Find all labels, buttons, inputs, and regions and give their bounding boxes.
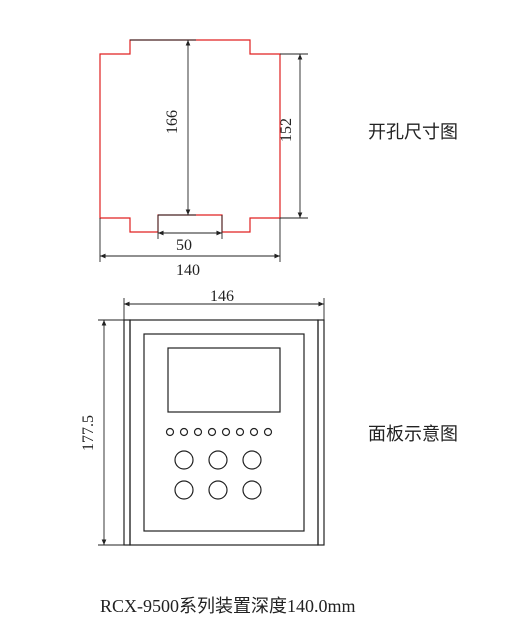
panel-screen (168, 348, 280, 412)
dim-140: 140 (176, 262, 200, 280)
panel-led (181, 429, 188, 436)
panel-led (209, 429, 216, 436)
cutout-outline (100, 40, 280, 232)
dim-166: 166 (164, 110, 182, 134)
dim-50: 50 (176, 237, 192, 255)
panel-button (175, 481, 193, 499)
panel-button (243, 481, 261, 499)
panel-led (251, 429, 258, 436)
panel-led (265, 429, 272, 436)
cutout-title: 开孔尺寸图 (368, 118, 458, 144)
dim-177-5: 177.5 (80, 415, 98, 451)
footer-text: RCX-9500系列装置深度140.0mm (100, 592, 356, 618)
panel-button (243, 451, 261, 469)
panel-button (175, 451, 193, 469)
panel-button (209, 481, 227, 499)
panel-title: 面板示意图 (368, 420, 458, 446)
panel-outer (130, 320, 318, 545)
dim-152: 152 (278, 118, 296, 142)
panel-led (167, 429, 174, 436)
panel-led (223, 429, 230, 436)
dim-146: 146 (210, 288, 234, 306)
panel-led (237, 429, 244, 436)
panel-button (209, 451, 227, 469)
panel-led (195, 429, 202, 436)
